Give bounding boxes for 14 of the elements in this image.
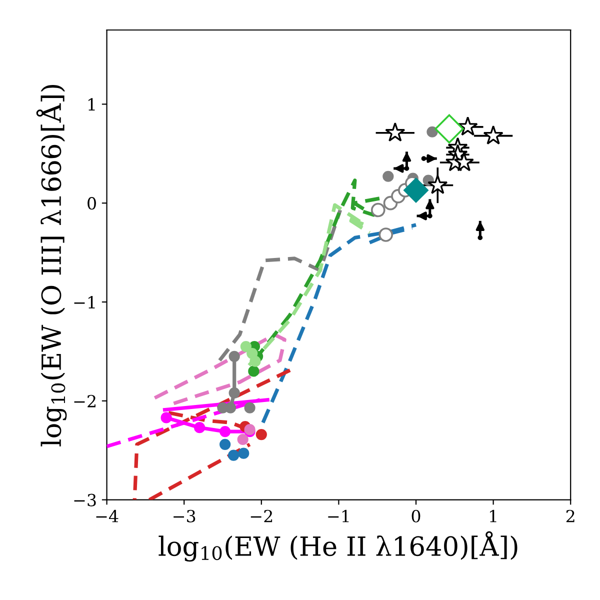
y-tick-label: −1 xyxy=(74,296,95,308)
x-axis-title: log$_{10}$(EW (He II λ1640)[Å]) xyxy=(158,531,518,562)
y-tick-label: −2 xyxy=(74,394,96,408)
x-tick-label: 1 xyxy=(490,510,496,522)
x-tick-label: 0 xyxy=(412,510,420,522)
x-tick-label: −3 xyxy=(174,510,196,522)
y-tick-label: 0 xyxy=(88,197,96,210)
x-tick-label: 2 xyxy=(566,510,574,522)
y-tick-label: 1 xyxy=(88,98,95,111)
y-axis-title: log$_{10}$(EW (O III] λ1666)[Å]) xyxy=(36,85,67,446)
x-tick-label: −2 xyxy=(250,510,272,522)
x-tick-label: −1 xyxy=(328,510,349,522)
y-tick-label: −3 xyxy=(74,494,96,506)
x-tick-label: −4 xyxy=(96,510,118,522)
